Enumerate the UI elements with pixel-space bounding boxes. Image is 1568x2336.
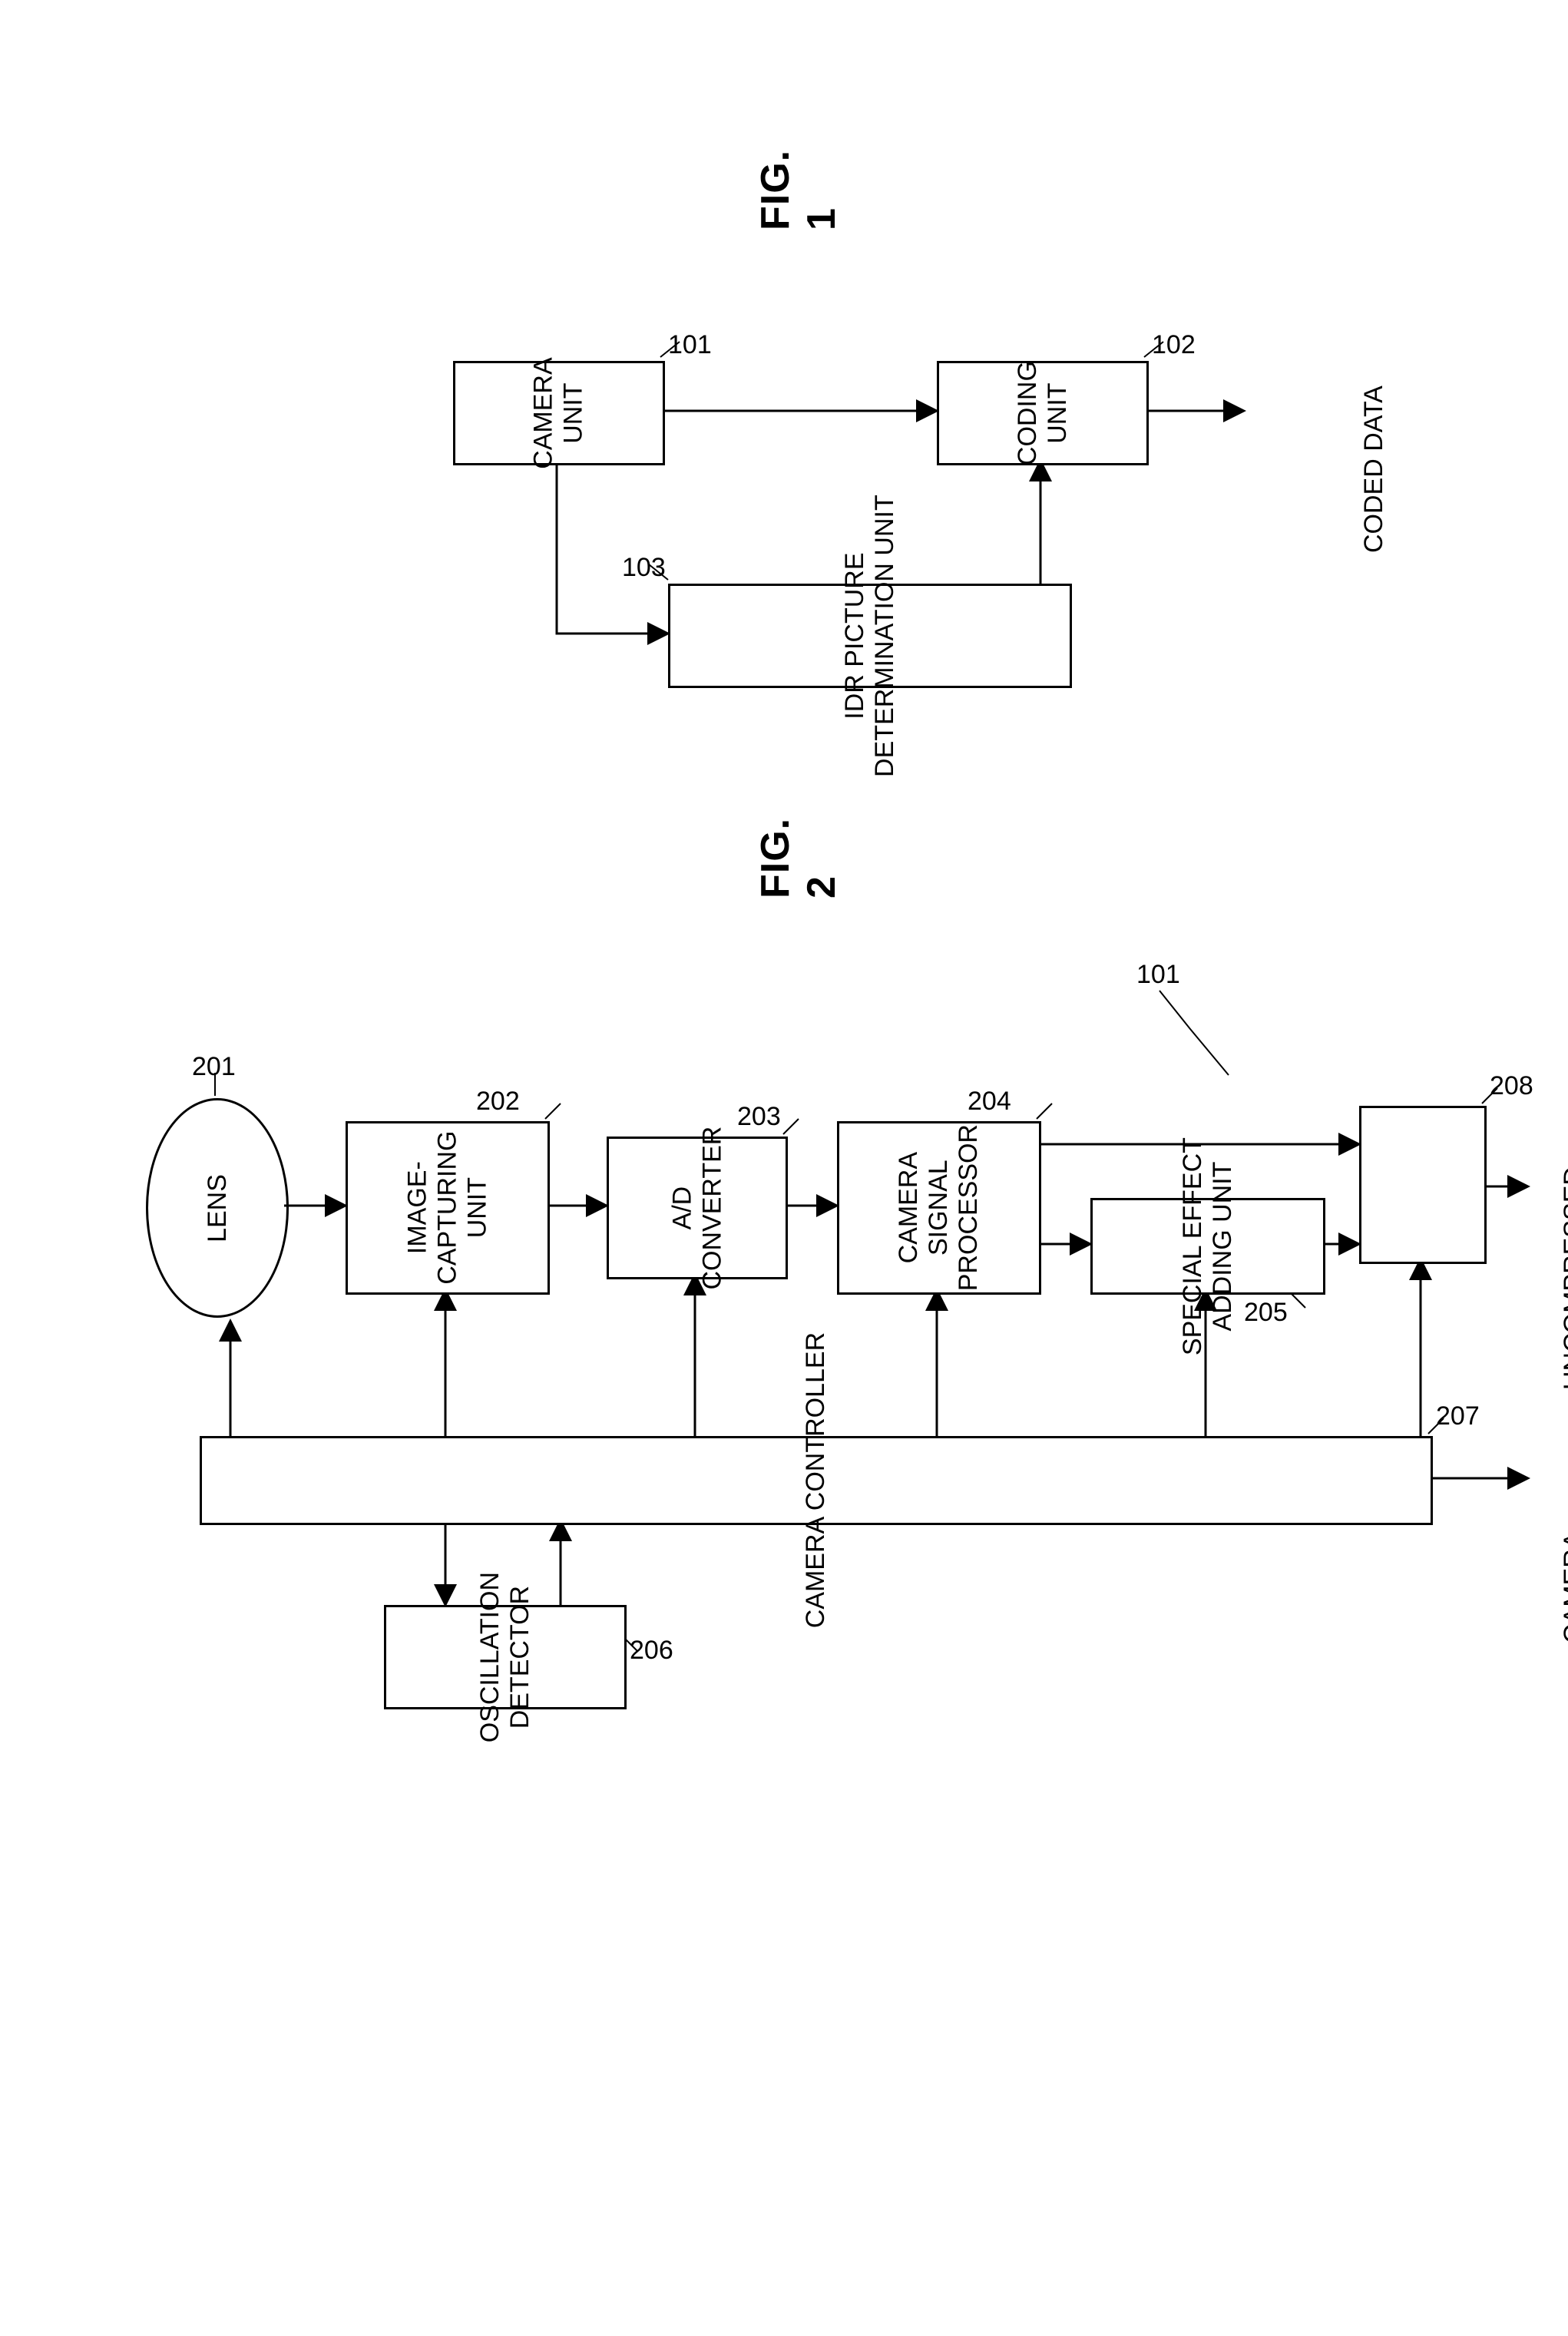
special-effect-block: SPECIAL EFFECT ADDING UNIT xyxy=(1090,1198,1325,1295)
camera-control-data-label: CAMERA CONTROL DATA xyxy=(1559,1516,1568,1643)
ad-converter-block: A/D CONVERTER xyxy=(607,1137,788,1279)
image-capturing-label: IMAGE- CAPTURING UNIT xyxy=(402,1131,492,1285)
special-effect-label: SPECIAL EFFECT ADDING UNIT xyxy=(1178,1137,1238,1355)
lens-label: LENS xyxy=(202,1174,232,1242)
ref-202: 202 xyxy=(476,1087,520,1117)
image-capturing-block: IMAGE- CAPTURING UNIT xyxy=(346,1121,550,1295)
ref-205: 205 xyxy=(1244,1298,1288,1328)
camera-signal-processor-label: CAMERA SIGNAL PROCESSOR xyxy=(894,1124,984,1291)
ref-101-callout: 101 xyxy=(1136,960,1180,990)
oscillation-detector-block: OSCILLATION DETECTOR xyxy=(384,1605,627,1709)
uncompressed-image-data-label: UNCOMPRESSED IMAGE DATA xyxy=(1559,1166,1568,1390)
camera-signal-processor-block: CAMERA SIGNAL PROCESSOR xyxy=(837,1121,1041,1295)
ref-208: 208 xyxy=(1490,1071,1533,1101)
ref-203: 203 xyxy=(737,1102,781,1132)
ad-converter-label: A/D CONVERTER xyxy=(667,1127,727,1290)
lens-block: LENS xyxy=(146,1098,289,1318)
camera-controller-label: CAMERA CONTROLLER xyxy=(801,1332,831,1628)
ref-204: 204 xyxy=(968,1087,1011,1117)
ref-207: 207 xyxy=(1436,1401,1480,1431)
camera-controller-block: CAMERA CONTROLLER xyxy=(200,1436,1433,1525)
ref-206: 206 xyxy=(630,1636,673,1666)
ref-201: 201 xyxy=(192,1052,236,1082)
page: FIG. 1 CAMERA UNIT 101 CODING UNIT 102 I… xyxy=(0,0,1568,2336)
oscillation-detector-label: OSCILLATION DETECTOR xyxy=(475,1572,535,1742)
switch-208 xyxy=(1359,1106,1487,1264)
